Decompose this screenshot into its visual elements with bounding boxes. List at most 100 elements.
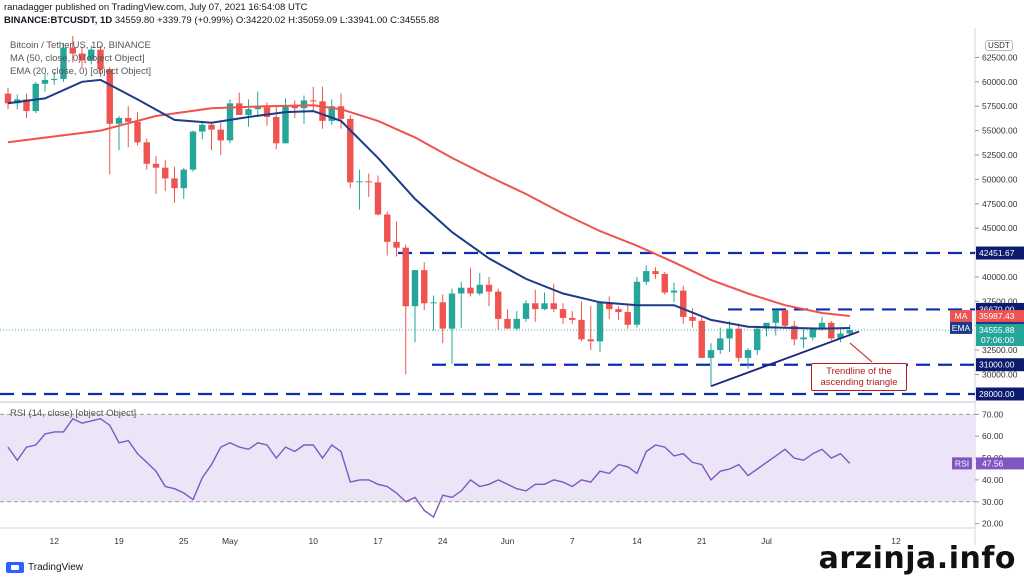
time-tick-label: 14: [632, 536, 642, 546]
candle-body: [51, 78, 58, 80]
price-tag-countdown: 07:06:00: [981, 335, 1014, 345]
rsi-value-tag: 47.56: [982, 458, 1004, 468]
trendline-annotation: Trendline of the ascending triangle: [811, 363, 907, 391]
time-tick-label: 7: [570, 536, 575, 546]
candle-body: [69, 47, 76, 54]
candle-body: [245, 109, 252, 116]
rsi-series: [7, 417, 851, 519]
price-tick-label: 47500.00: [982, 199, 1018, 209]
series-name-tag: MA: [955, 311, 968, 321]
rsi-band: [0, 414, 975, 502]
rsi-name-tag: RSI: [955, 458, 969, 468]
time-tick-label: May: [222, 536, 239, 546]
rsi-tick-label: 70.00: [982, 409, 1004, 419]
candle-body: [236, 103, 243, 116]
close-value: C:34555.88: [390, 15, 440, 26]
candle-body: [226, 103, 234, 141]
candle-body: [282, 106, 289, 144]
rsi-tick-label: 20.00: [982, 519, 1004, 529]
candle-body: [199, 124, 206, 132]
rsi-legend[interactable]: RSI (14, close) [object Object]: [10, 408, 137, 419]
candle-body: [606, 302, 613, 310]
candle-body: [41, 79, 49, 84]
price-tick-label: 30000.00: [982, 369, 1018, 379]
time-tick-label: 12: [891, 536, 901, 546]
candle-body: [652, 271, 659, 275]
candle-body: [550, 303, 557, 310]
price-tick-label: 37500.00: [982, 296, 1018, 306]
candle-body: [541, 303, 548, 310]
candle-body: [800, 337, 807, 340]
candle-body: [23, 99, 30, 112]
open-value: O:34220.02: [235, 15, 286, 26]
rsi-tick-label: 40.00: [982, 475, 1004, 485]
time-axis-ticks: 12 19 25 May 10 17 24 Jun 7 14 21 Jul 12: [50, 536, 901, 546]
price-tick-label: 50000.00: [982, 174, 1018, 184]
price-tag-label: 35987.43: [979, 311, 1015, 321]
candle-body: [32, 83, 39, 112]
candle-body: [495, 291, 502, 319]
series-legend-title[interactable]: Bitcoin / TetherUS, 1D, BINANCE: [10, 40, 151, 51]
candle-body: [263, 107, 271, 117]
rsi-tick-label: 60.00: [982, 431, 1004, 441]
candle-body: [485, 284, 493, 292]
time-tick-label: 25: [179, 536, 189, 546]
candle-body: [273, 116, 280, 144]
candle-body: [522, 303, 530, 319]
level-tag-label: 42451.67: [979, 248, 1015, 258]
time-tick-label: Jul: [761, 536, 772, 546]
candle-body: [513, 318, 520, 329]
watermark: arzinja.info: [818, 541, 1016, 576]
candle-body: [698, 320, 705, 358]
rsi-value-tag-bg: [976, 457, 1024, 470]
tradingview-logo-icon: [6, 562, 24, 573]
candle-body: [559, 309, 567, 318]
candle-body: [4, 93, 12, 104]
candle-body: [171, 178, 178, 189]
brand-label: TradingView: [28, 562, 84, 573]
price-tick-label: 40000.00: [982, 272, 1018, 282]
candle-body: [393, 241, 400, 248]
symbol-quote-line: BINANCE:BTCUSDT, 1D 34559.80 +339.79 (+0…: [4, 15, 439, 26]
candle-body: [162, 167, 169, 179]
price-tick-label: 57500.00: [982, 101, 1018, 111]
candle-body: [310, 100, 317, 102]
candle-body: [735, 328, 742, 358]
price-change: +339.79 (+0.99%): [157, 15, 234, 26]
candle-body: [152, 163, 160, 168]
time-tick-label: 19: [114, 536, 124, 546]
time-tick-label: 12: [50, 536, 60, 546]
rsi-line: [7, 417, 851, 519]
candle-body: [430, 302, 437, 304]
candle-body: [319, 101, 326, 121]
candle-body: [439, 302, 446, 329]
candle-body: [384, 214, 391, 242]
candle-body: [837, 333, 844, 339]
footer-brand[interactable]: TradingView: [6, 562, 83, 573]
currency-badge[interactable]: USDT: [985, 40, 1013, 51]
symbol: BINANCE:BTCUSDT, 1D: [4, 15, 113, 26]
time-tick-label: 17: [373, 536, 383, 546]
high-value: H:35059.09: [288, 15, 338, 26]
price-tags: 35987.43MA34772.24EMA34555.8807:06:00RSI…: [950, 310, 1024, 470]
level-tag-bg: [976, 358, 1024, 372]
candle-body: [689, 316, 696, 321]
candle-body: [596, 302, 604, 342]
ema-legend[interactable]: EMA (20, close, 0) [object Object]: [10, 66, 151, 77]
candle-body: [754, 328, 761, 351]
low-value: L:33941.00: [339, 15, 388, 26]
ma-legend[interactable]: MA (50, close, 0) [object Object]: [10, 53, 145, 64]
candle-body: [578, 319, 585, 340]
candle-body: [643, 271, 650, 282]
candle-body: [828, 322, 835, 339]
candle-body: [532, 303, 539, 310]
candle-body: [680, 290, 687, 317]
rsi-name-tag-bg: [952, 457, 972, 470]
series-name-tag-bg: [950, 321, 972, 334]
candle-body: [421, 270, 428, 304]
series-name-tag: EMA: [952, 323, 971, 333]
candle-body: [624, 312, 631, 325]
price-tag-bg: [976, 324, 1024, 347]
